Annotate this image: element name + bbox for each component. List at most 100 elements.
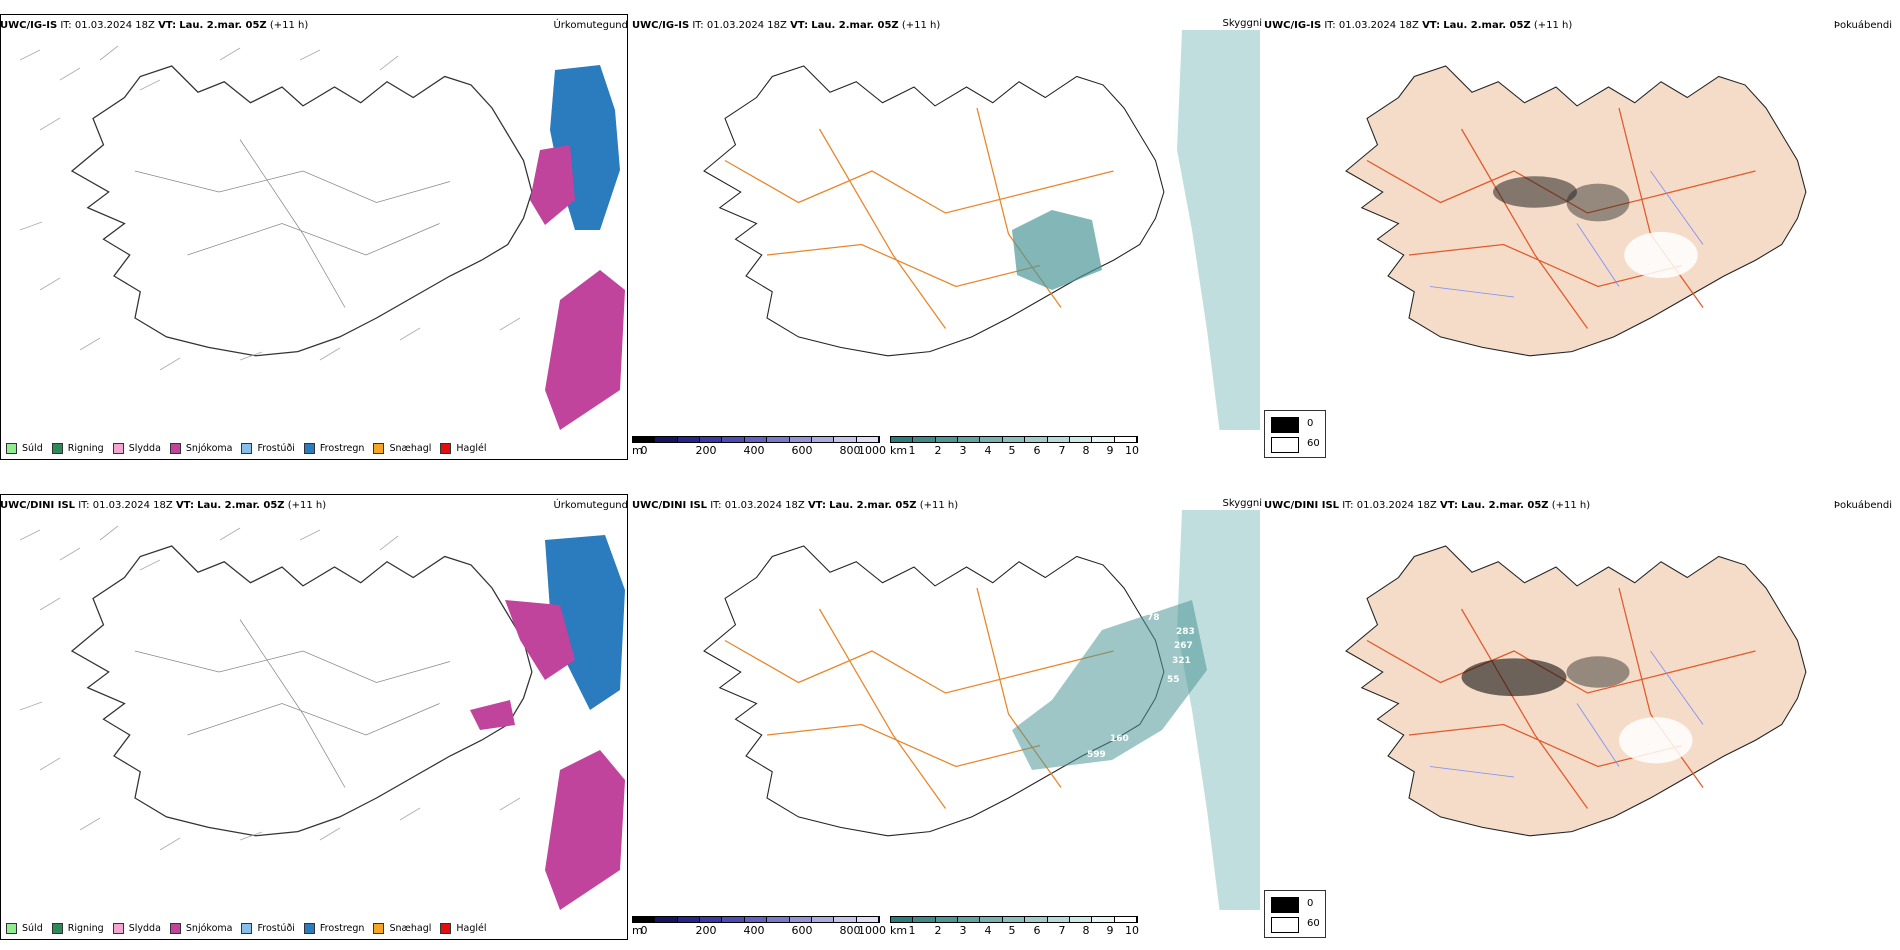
colorbar-swatch [1114,437,1137,442]
vt-value: Lau. 2.mar. 05Z [1461,500,1549,511]
it-value: 01.03.2024 18Z [1338,20,1419,31]
vt-value: Lau. 2.mar. 05Z [811,20,899,31]
panel-header: UWC/DINI ISL IT: 01.03.2024 18Z VT: Lau.… [1264,500,1590,511]
tick-label: 7 [1058,444,1066,457]
colorbar-swatch [958,437,981,442]
colorbar-swatch [767,437,790,442]
colorbar-swatch [856,437,879,442]
legend-item: Frostregn [303,923,364,934]
colorbar-swatch [744,437,768,442]
tick-label: 6 [1033,444,1041,457]
legend-swatch [1271,437,1299,453]
colorbar-swatch [1025,437,1048,442]
vis-label: 137 [1127,253,1146,263]
colorbar-swatch [1092,437,1115,442]
vis-label: 55 [1167,675,1180,685]
legend-swatch [51,923,63,934]
colorbar-swatch [767,917,790,922]
legend-swatch [303,443,315,454]
colorbar-swatch [633,437,656,442]
tick-label: 400 [743,444,765,457]
colorbar-unit: m [632,444,643,457]
colorbar-swatch [1092,917,1115,922]
colorbar-swatches [632,916,880,923]
colorbar-swatch [935,437,959,442]
it-value: 01.03.2024 18Z [706,20,787,31]
vt-label: VT: [790,20,809,31]
panel-header: UWC/IG-IS IT: 01.03.2024 18Z VT: Lau. 2.… [0,20,308,31]
colorbar-swatch [913,437,936,442]
visibility-shading-band [1012,600,1207,770]
legend-swatch [112,443,124,454]
colorbar-swatch [811,917,835,922]
it-label: IT: [60,20,72,31]
it-label: IT: [1342,500,1354,511]
colorbar-swatch [834,917,857,922]
lead-time: (+11 h) [269,20,309,31]
wind-barbs [19,525,521,851]
colorbar-swatch [1047,917,1070,922]
snjokoma-area-south [545,270,625,430]
precip-panel-row1: UWC/IG-IS IT: 01.03.2024 18Z VT: Lau. 2.… [0,0,630,462]
visibility-map: 78 283 267 321 55 222 481 160 599 [703,510,1260,910]
colorbar-swatch [655,917,678,922]
vt-value: Lau. 2.mar. 05Z [829,500,917,511]
legend-swatch [241,923,253,934]
colorbar-swatch [891,917,914,922]
legend-swatch [373,443,385,454]
fog-blob [1624,231,1698,279]
colorbar-ticks: m 0 200 400 600 800 1000 [632,923,886,937]
legend-swatch [1271,897,1299,913]
fog-blob [1566,183,1630,222]
model-name: UWC/DINI ISL [1264,500,1340,511]
colorbar-swatch [811,437,835,442]
colorbar-swatch [834,437,857,442]
it-value: 01.03.2024 18Z [724,500,805,511]
vt-label: VT: [158,20,177,31]
it-label: IT: [710,500,722,511]
vt-value: Lau. 2.mar. 05Z [197,500,285,511]
tick-label: 6 [1033,924,1041,937]
wind-barbs [19,45,521,371]
tick-label: 2 [934,924,942,937]
snjokoma-area [530,145,575,225]
frostregn-area [545,535,625,710]
lead-time: (+11 h) [919,500,959,511]
tick-label: 0 [640,444,648,457]
colorbar-unit: km [890,444,908,457]
panel-header: UWC/DINI ISL IT: 01.03.2024 18Z VT: Lau.… [632,500,958,511]
legend-label: 0 [1307,898,1314,909]
tick-label: 9 [1106,444,1114,457]
legend-swatch [1271,417,1299,433]
precip-map [19,525,625,910]
tick-label: 10 [1125,444,1139,457]
fog-map [1345,545,1807,837]
colorbar-ticks: km 1 2 3 4 5 6 7 8 9 10 [890,923,1139,937]
vis-label: 78 [1147,613,1160,623]
colorbar-swatch [1069,917,1093,922]
fog-map [1345,65,1807,357]
vt-label: VT: [807,500,826,511]
panel-title: Skyggni [1222,498,1262,509]
colorbar-swatch [856,917,879,922]
visibility-shading-east [1177,30,1260,430]
legend-item: Rigning [51,443,104,454]
colorbar-swatch [935,917,959,922]
legend-swatch [1271,917,1299,933]
fog-panel-row2: UWC/DINI ISL IT: 01.03.2024 18Z VT: Lau.… [1264,480,1894,942]
visibility-panel-row1: UWC/IG-IS IT: 01.03.2024 18Z VT: Lau. 2.… [632,0,1262,462]
legend-swatch [51,443,63,454]
vt-value: Lau. 2.mar. 05Z [179,20,267,31]
legend-item: Slydda [112,923,161,934]
precip-map [19,45,625,430]
panel-header: UWC/IG-IS IT: 01.03.2024 18Z VT: Lau. 2.… [632,20,940,31]
it-value: 01.03.2024 18Z [92,500,173,511]
vis-label: 160 [1110,734,1129,744]
legend-item: Frostúði [241,923,295,934]
legend-item: Snæhagl [373,923,431,934]
panel-title: Skyggni [1222,18,1262,29]
legend-item: Haglél [440,443,487,454]
lead-time: (+11 h) [901,20,941,31]
vis-label: 267 [1174,641,1193,651]
colorbar-swatch [744,917,768,922]
